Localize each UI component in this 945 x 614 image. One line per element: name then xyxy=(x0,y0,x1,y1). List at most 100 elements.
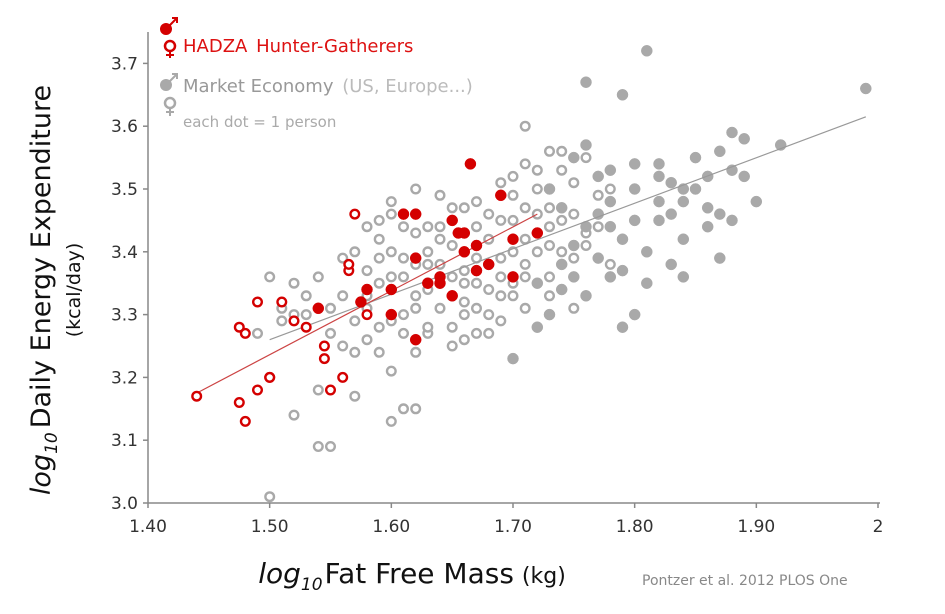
market-female-point xyxy=(544,271,556,283)
market-female-point xyxy=(325,327,337,339)
hadza-male-point xyxy=(397,208,410,220)
market-female-point xyxy=(519,271,531,283)
market-female-point xyxy=(483,327,495,339)
market-male-point xyxy=(628,183,641,195)
market-female-point xyxy=(385,365,397,377)
market-female-point xyxy=(495,315,507,327)
market-female-point xyxy=(483,309,495,321)
market-male-point xyxy=(555,258,568,271)
market-male-point xyxy=(738,133,750,145)
market-male-point xyxy=(628,308,641,321)
y-axis-title: log10 Daily Energy Expenditure xyxy=(26,85,62,495)
hadza-female-point xyxy=(349,208,361,220)
hadza-male-point xyxy=(458,227,471,239)
y-tick-label: 3.6 xyxy=(111,117,138,137)
hadza-male-point xyxy=(507,233,519,245)
market-male-point xyxy=(750,195,763,208)
legend-hadza-label: HADZA xyxy=(183,36,248,57)
legend: HADZA Hunter-Gatherers Market Economy (U… xyxy=(160,17,473,131)
market-male-point xyxy=(714,252,726,264)
hadza-male-point xyxy=(385,308,398,321)
market-female-point xyxy=(385,196,397,208)
market-female-point xyxy=(471,196,483,208)
market-female-point xyxy=(458,277,470,289)
market-female-point xyxy=(519,202,531,214)
hadza-female-point xyxy=(337,371,349,383)
market-female-point xyxy=(544,145,556,157)
market-male-point xyxy=(531,277,544,289)
market-male-point xyxy=(665,208,677,220)
market-female-point xyxy=(495,177,507,189)
market-female-point xyxy=(471,327,483,339)
x-tick-label: 1.50 xyxy=(251,517,289,537)
market-female-point xyxy=(471,221,483,233)
hadza-male-point xyxy=(385,283,398,296)
hadza-male-point xyxy=(355,296,367,308)
hadza-male-point xyxy=(531,227,544,239)
market-female-point xyxy=(592,189,604,201)
hadza-female-point xyxy=(288,315,300,327)
female-symbol-icon xyxy=(163,39,177,58)
market-female-point xyxy=(373,214,385,226)
market-female-point xyxy=(422,258,434,270)
market-female-point xyxy=(446,321,458,333)
hadza-female-point xyxy=(264,371,276,383)
hadza-female-point xyxy=(239,327,251,339)
market-female-point xyxy=(604,183,616,195)
y-axis-title-log: log xyxy=(26,454,57,495)
hadza-male-point xyxy=(361,283,373,296)
market-female-point xyxy=(300,309,312,321)
market-male-point xyxy=(580,76,592,88)
market-female-point xyxy=(568,302,580,314)
market-female-point xyxy=(410,302,422,314)
market-male-point xyxy=(677,195,690,208)
market-male-point xyxy=(665,258,677,271)
market-female-point xyxy=(385,208,397,220)
market-female-point xyxy=(264,271,276,283)
y-tick-label: 3.4 xyxy=(111,243,138,263)
x-tick-label: 2 xyxy=(873,517,884,537)
market-female-point xyxy=(434,302,446,314)
legend-market-desc: (US, Europe...) xyxy=(342,76,473,97)
market-female-point xyxy=(519,302,531,314)
market-female-point xyxy=(410,227,422,239)
market-female-point xyxy=(531,164,543,176)
market-female-point xyxy=(422,221,434,233)
market-female-point xyxy=(519,233,531,245)
hadza-series xyxy=(191,158,544,427)
market-female-point xyxy=(495,290,507,302)
market-male-point xyxy=(555,283,568,296)
market-female-point xyxy=(556,164,568,176)
hadza-male-point xyxy=(409,252,422,264)
market-female-point xyxy=(276,315,288,327)
market-female-point xyxy=(300,290,312,302)
hadza-male-point xyxy=(446,290,458,302)
market-female-point xyxy=(458,309,470,321)
market-female-point xyxy=(410,403,422,415)
market-female-point xyxy=(544,239,556,251)
male-symbol-icon xyxy=(160,73,178,91)
market-female-point xyxy=(349,390,361,402)
market-female-point xyxy=(531,183,543,195)
market-female-point xyxy=(398,327,410,339)
hadza-male-point xyxy=(409,333,422,346)
market-female-point xyxy=(471,302,483,314)
hadza-female-point xyxy=(318,353,330,365)
market-female-point xyxy=(495,271,507,283)
hadza-male-point xyxy=(434,271,446,283)
market-female-point xyxy=(568,208,580,220)
market-female-point xyxy=(398,271,410,283)
market-male-point xyxy=(701,220,714,233)
market-male-point xyxy=(628,158,641,170)
market-male-point xyxy=(641,246,653,258)
market-female-point xyxy=(507,290,519,302)
market-female-point xyxy=(373,252,385,264)
hadza-female-point xyxy=(233,397,245,409)
x-axis-title-unit: (kg) xyxy=(522,564,566,589)
y-axis-title-text: Daily Energy Expenditure xyxy=(26,85,57,428)
market-female-point xyxy=(495,252,507,264)
market-male-point xyxy=(689,151,702,164)
hadza-male-point xyxy=(409,208,422,220)
market-female-point xyxy=(604,258,616,270)
y-tick-label: 3.0 xyxy=(111,494,138,514)
